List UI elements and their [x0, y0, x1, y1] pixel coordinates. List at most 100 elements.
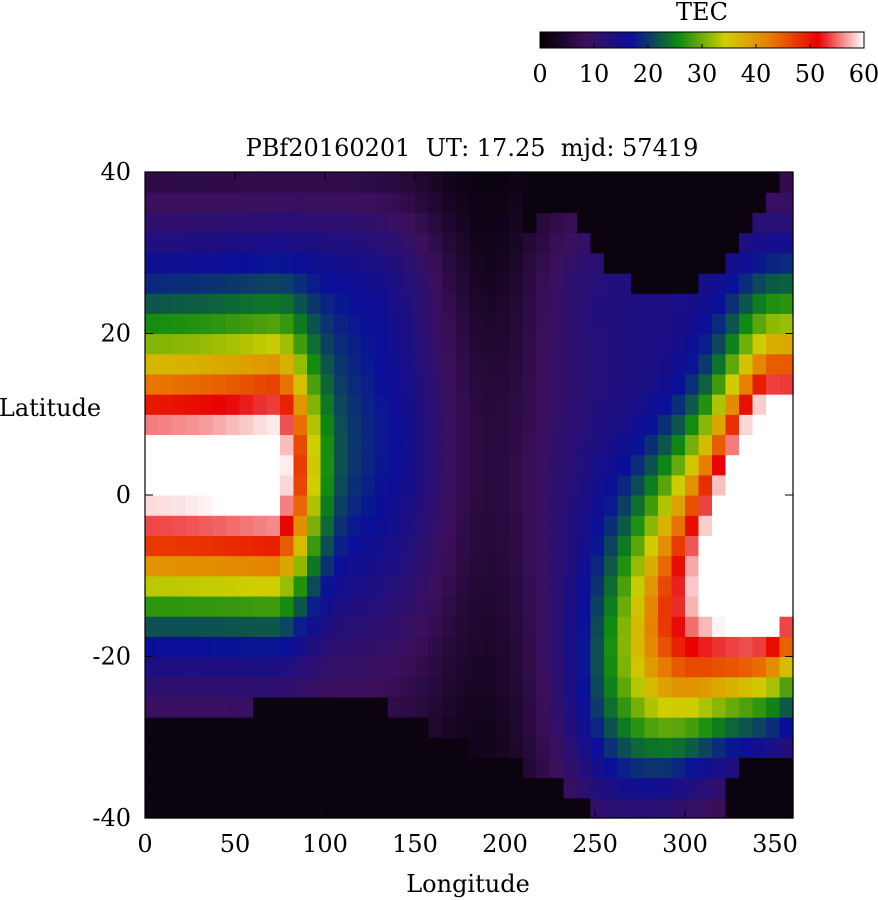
heatmap-cell — [496, 454, 511, 476]
heatmap-cell — [712, 272, 727, 294]
colorbar-tick-label: 50 — [795, 60, 826, 88]
heatmap-cell — [712, 616, 727, 637]
heatmap-cell — [550, 515, 565, 536]
heatmap-cell — [577, 353, 592, 375]
heatmap-cell — [752, 555, 767, 577]
heatmap-cell — [253, 696, 268, 718]
heatmap-cell — [185, 696, 200, 718]
heatmap-cell — [712, 192, 727, 213]
heatmap-cell — [320, 333, 335, 355]
heatmap-cell — [388, 636, 403, 658]
heatmap-cell — [631, 333, 646, 355]
heatmap-cell — [779, 414, 794, 436]
heatmap-cell — [199, 252, 214, 274]
heatmap-cell — [185, 535, 200, 557]
heatmap-cell — [172, 454, 187, 476]
heatmap-cell — [347, 676, 362, 698]
heatmap-cell — [199, 353, 214, 375]
heatmap-cell — [266, 575, 281, 597]
heatmap-cell — [685, 373, 700, 395]
heatmap-cell — [172, 535, 187, 557]
heatmap-cell — [698, 313, 713, 335]
heatmap-cell — [617, 373, 632, 395]
heatmap-cell — [253, 212, 268, 234]
heatmap-cell — [509, 777, 524, 799]
heatmap-cell — [766, 555, 781, 577]
heatmap-cell — [752, 232, 767, 254]
heatmap-cell — [347, 575, 362, 597]
heatmap-cell — [563, 212, 578, 234]
heatmap-cell — [590, 172, 605, 193]
heatmap-cell — [415, 414, 430, 436]
heatmap-cell — [239, 232, 254, 254]
heatmap-cell — [266, 656, 281, 678]
heatmap-cell — [496, 474, 511, 496]
heatmap-cell — [631, 272, 646, 294]
heatmap-cell — [334, 232, 349, 254]
heatmap-cell — [590, 717, 605, 738]
heatmap-cell — [482, 394, 497, 415]
heatmap-cell — [145, 595, 160, 617]
heatmap-cell — [361, 636, 376, 658]
heatmap-cell — [496, 616, 511, 637]
heatmap-cell — [752, 595, 767, 617]
x-axis-ticks: 0 50 100 150 200 250 300 350 — [137, 172, 798, 858]
heatmap-cell — [280, 595, 295, 617]
heatmap-cell — [212, 333, 227, 355]
heatmap-cell — [239, 636, 254, 658]
heatmap-cell — [185, 353, 200, 375]
heatmap-cell — [631, 252, 646, 274]
heatmap-cell — [334, 737, 349, 759]
heatmap-cell — [644, 636, 659, 658]
heatmap-cell — [617, 656, 632, 678]
heatmap-cell — [172, 212, 187, 234]
heatmap-cell — [725, 192, 740, 213]
heatmap-cell — [496, 353, 511, 375]
heatmap-cell — [617, 777, 632, 799]
heatmap-cell — [631, 616, 646, 637]
heatmap-cell — [766, 212, 781, 234]
heatmap-cell — [523, 313, 538, 335]
heatmap-cell — [550, 737, 565, 759]
heatmap-cell — [172, 394, 187, 415]
heatmap-cell — [361, 212, 376, 234]
heatmap-cell — [482, 515, 497, 536]
heatmap-cell — [455, 212, 470, 234]
heatmap-cell — [658, 313, 673, 335]
heatmap-cell — [590, 737, 605, 759]
heatmap-cell — [185, 495, 200, 516]
heatmap-cell — [334, 212, 349, 234]
heatmap-cell — [482, 636, 497, 658]
heatmap-cell — [388, 797, 403, 819]
heatmap-cell — [550, 616, 565, 637]
heatmap-cell — [158, 717, 173, 738]
heatmap-cell — [604, 575, 619, 597]
heatmap-cell — [577, 696, 592, 718]
heatmap-cell — [320, 414, 335, 436]
heatmap-cell — [455, 313, 470, 335]
heatmap-cell — [307, 373, 322, 395]
heatmap-cell — [361, 777, 376, 799]
heatmap-cell — [320, 394, 335, 415]
heatmap-cell — [617, 616, 632, 637]
heatmap-cell — [604, 394, 619, 415]
heatmap-cell — [401, 373, 416, 395]
heatmap-cell — [145, 757, 160, 779]
heatmap-cell — [415, 272, 430, 294]
heatmap-cell — [482, 616, 497, 637]
heatmap-cell — [496, 232, 511, 254]
heatmap-cell — [226, 293, 241, 314]
heatmap-cell — [226, 373, 241, 395]
heatmap-cell — [536, 313, 551, 335]
heatmap-cell — [253, 414, 268, 436]
heatmap-cell — [766, 676, 781, 698]
heatmap-cell — [185, 737, 200, 759]
heatmap-cell — [725, 797, 740, 819]
heatmap-cell — [698, 212, 713, 234]
heatmap-cell — [644, 777, 659, 799]
heatmap-cell — [145, 192, 160, 213]
heatmap-cell — [401, 394, 416, 415]
heatmap-cell — [685, 414, 700, 436]
heatmap-cell — [334, 172, 349, 193]
heatmap-cell — [698, 252, 713, 274]
